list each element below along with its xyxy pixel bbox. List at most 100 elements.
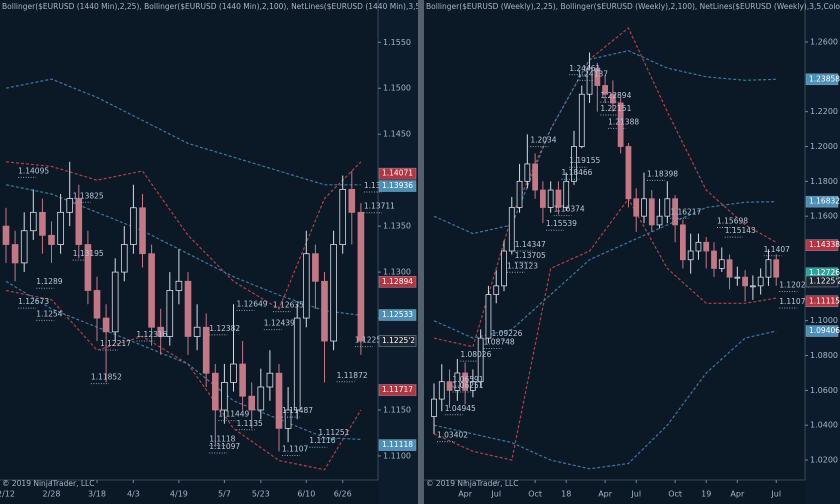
price-marker	[378, 276, 417, 288]
price-annotation: 1.16217	[670, 207, 701, 216]
price-marker	[805, 325, 839, 337]
price-marker-label: 1.11115	[809, 296, 840, 305]
price-marker	[805, 275, 839, 288]
candle-body	[594, 67, 601, 86]
candle-body	[672, 198, 679, 226]
candle-body	[609, 93, 616, 104]
candle-body	[211, 372, 219, 411]
chart-title: Bollinger($EURUSD (1440 Min),2,25), Boll…	[2, 2, 443, 11]
candle-body	[547, 189, 554, 208]
price-annotation: 1.15698	[717, 216, 748, 225]
price-annotation: 1.13123	[507, 261, 538, 270]
candle-body	[578, 93, 585, 147]
price-annotation: 1.1116	[309, 436, 335, 445]
candle-body	[540, 189, 546, 208]
price-annotation: 1.12024	[779, 280, 810, 289]
candle-body	[454, 372, 461, 391]
price-annotation: 1.11251	[318, 428, 349, 437]
price-annotation: 1.14095	[18, 166, 49, 175]
y-tick-label: 1.0600	[810, 386, 838, 395]
candle-body	[485, 294, 492, 339]
price-annotation: 1.22894	[600, 91, 631, 100]
chart-title: Bollinger($EURUSD (Weekly),2,25), Bollin…	[426, 2, 840, 11]
price-annotation: 1.2034	[530, 136, 556, 145]
candle-body	[11, 244, 19, 264]
candle-body	[348, 188, 356, 213]
candle-body	[501, 250, 507, 287]
price-annotation: 1.14347	[515, 240, 546, 249]
candle-body	[302, 253, 310, 319]
candle-body	[516, 180, 523, 208]
y-tick-label: 1.1550	[383, 38, 411, 47]
candle-body	[330, 244, 337, 342]
x-tick-label: Oct	[668, 490, 682, 499]
price-marker	[378, 439, 417, 451]
candle-body	[84, 244, 92, 291]
candle-body	[524, 163, 531, 182]
x-tick-label: 6/26	[334, 490, 352, 499]
candle-body	[39, 211, 46, 236]
candle-body	[193, 326, 201, 337]
candle-body	[230, 363, 237, 383]
candle-body	[257, 386, 265, 411]
x-tick-label: Jul	[770, 490, 781, 499]
y-tick-label: 1.2600	[810, 37, 838, 46]
price-marker-label: 1.11118	[382, 440, 413, 449]
bollinger-band	[5, 78, 361, 186]
copyright: © 2019 NinjaTrader, LLC	[426, 479, 518, 488]
price-annotation: 1.24461	[569, 64, 600, 73]
price-annotation: 1.1289	[36, 277, 62, 286]
y-tick-label: 1.1000	[810, 316, 838, 325]
price-marker-label: 1.13936	[382, 181, 413, 190]
price-axis	[378, 0, 418, 504]
price-marker-label: 1.1225'2	[809, 276, 840, 285]
candle-body	[248, 395, 256, 411]
x-tick-label: 2/12	[0, 490, 15, 499]
bollinger-band	[433, 50, 777, 235]
candle-body	[431, 398, 437, 417]
price-marker-label: 1.1225'2	[382, 336, 415, 345]
price-annotation: 1.08748	[484, 338, 515, 347]
price-marker-label: 1.14338	[809, 240, 840, 249]
candle-body	[773, 259, 780, 278]
candle-body	[175, 280, 183, 291]
x-tick-label: Jul	[630, 490, 641, 499]
y-tick-label: 1.1100	[383, 451, 411, 460]
price-marker-label: 1.12726	[809, 268, 840, 277]
candle-body	[166, 290, 174, 337]
price-marker	[805, 195, 839, 208]
price-annotation: 1.09226	[491, 329, 522, 338]
price-annotation: 1.12316	[136, 330, 167, 339]
price-annotation: 1.12649	[237, 299, 268, 308]
candle-body	[184, 280, 192, 337]
candle-body	[687, 250, 694, 261]
bollinger-band	[5, 280, 361, 440]
candle-body	[648, 198, 655, 226]
bollinger-band	[5, 161, 362, 310]
y-tick-label: 1.0200	[810, 456, 838, 465]
candle-body	[438, 381, 445, 400]
price-annotation: 1.11487	[282, 406, 313, 415]
price-marker	[805, 73, 839, 86]
candle-body	[275, 372, 283, 429]
price-annotation: 1.1107	[282, 445, 308, 454]
bollinger-band	[433, 27, 777, 348]
candle-body	[2, 225, 10, 245]
bollinger-band	[433, 330, 777, 470]
candle-body	[29, 211, 37, 232]
price-marker-label: 1.12533	[382, 310, 413, 319]
price-annotation: 1.13705	[515, 251, 546, 260]
candle-body	[493, 285, 500, 295]
price-annotation: 1.16374	[554, 205, 585, 214]
candle-body	[703, 241, 710, 252]
candle-body	[75, 198, 83, 245]
y-tick-label: 1.1800	[810, 177, 838, 186]
candle-body	[508, 207, 515, 252]
price-marker-label: 1.14071	[382, 169, 413, 178]
candle-body	[102, 317, 110, 333]
daily-panel: 1.15501.15001.14501.13501.13001.12501.11…	[0, 0, 443, 504]
candle-body	[679, 224, 686, 261]
candle-body	[555, 189, 562, 208]
x-tick-label: Apr	[458, 490, 473, 499]
